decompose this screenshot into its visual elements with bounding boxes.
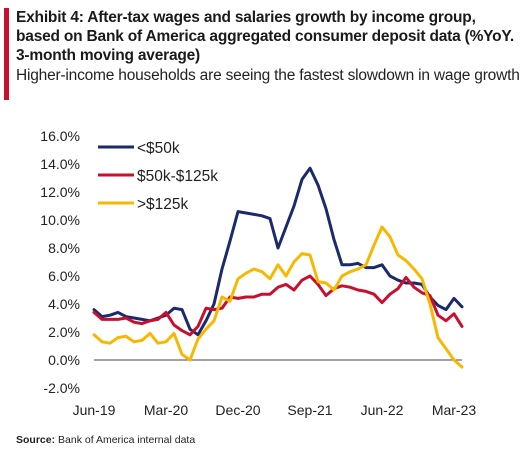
y-tick-label: 8.0% — [48, 240, 80, 256]
accent-bar — [4, 8, 9, 100]
series-lines — [92, 166, 464, 369]
y-axis: 16.0% 14.0% 12.0% 10.0% 8.0% 6.0% 4.0% 2.0% 0.0%… — [40, 128, 80, 396]
x-tick-label: Sep-21 — [287, 402, 332, 418]
y-tick-label: 10.0% — [40, 212, 80, 228]
x-tick-label: Mar-20 — [144, 402, 189, 418]
chart-subtitle: Higher-income households are seeing the … — [16, 67, 520, 84]
x-axis: Jun-19 Mar-20 Dec-20 Sep-21 Jun-22 Mar-23 — [73, 359, 477, 418]
legend: <$50k $50k-$125k >$125k — [98, 140, 218, 213]
y-tick-label: 6.0% — [48, 268, 80, 284]
series-line-1 — [92, 274, 464, 337]
x-tick-label: Mar-23 — [432, 402, 477, 418]
y-tick-label: 14.0% — [40, 156, 80, 172]
series-line-0 — [92, 166, 464, 337]
source-label: Source: — [16, 434, 56, 446]
x-tick-label: Jun-19 — [73, 402, 116, 418]
y-tick-label: -2.0% — [43, 380, 80, 396]
y-tick-label: 2.0% — [48, 324, 80, 340]
legend-label: >$125k — [137, 196, 189, 213]
y-tick-label: 4.0% — [48, 296, 80, 312]
legend-label: $50k-$125k — [137, 168, 218, 185]
x-tick-label: Dec-20 — [215, 402, 260, 418]
y-tick-label: 16.0% — [40, 128, 80, 144]
chart-title: Exhibit 4: After-tax wages and salaries … — [16, 9, 514, 64]
series-line-2 — [92, 225, 464, 369]
legend-label: <$50k — [137, 140, 180, 157]
x-tick-label: Jun-22 — [361, 402, 404, 418]
y-tick-label: 0.0% — [48, 352, 80, 368]
source-note: Source: Bank of America internal data — [16, 434, 195, 446]
source-text: Bank of America internal data — [58, 434, 196, 446]
y-tick-label: 12.0% — [40, 184, 80, 200]
